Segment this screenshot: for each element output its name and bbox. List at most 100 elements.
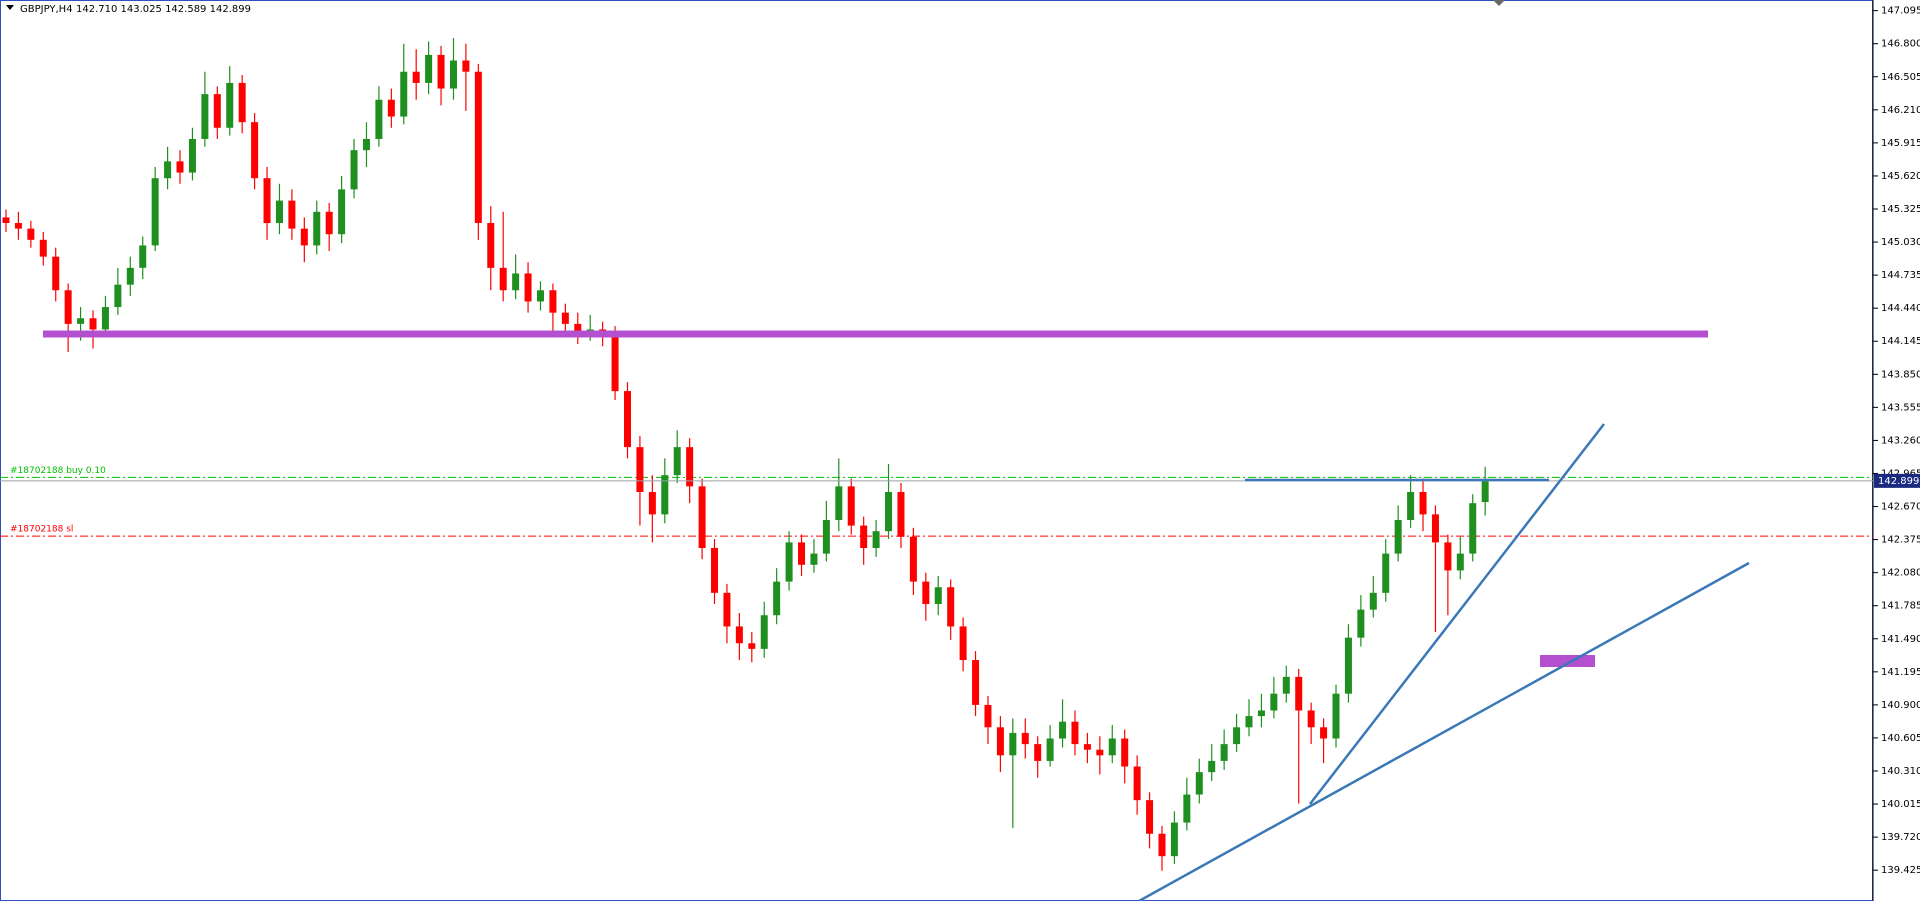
candle-body — [362, 138, 370, 151]
candle-body — [1083, 744, 1091, 750]
candle-body — [1021, 732, 1029, 745]
candle-body — [1295, 676, 1303, 711]
candle-body — [412, 71, 420, 83]
candle-body — [2, 217, 10, 224]
y-tick-label: 140.015 — [1881, 799, 1920, 810]
price-label: 142.899 — [1878, 476, 1919, 487]
candle-body — [1071, 721, 1079, 745]
trend-line — [1138, 561, 1750, 901]
candle-body — [1046, 738, 1054, 761]
candle-body — [375, 99, 383, 139]
y-tick-label: 140.900 — [1881, 700, 1920, 711]
candle-body — [723, 592, 731, 627]
candle-body — [1394, 519, 1402, 554]
candle-body — [561, 312, 569, 324]
price-label-box — [1874, 473, 1920, 488]
candle-body — [275, 200, 283, 224]
candle-body — [164, 161, 172, 179]
candle-body — [263, 178, 271, 224]
y-tick-label: 140.605 — [1881, 733, 1920, 744]
candle-body — [437, 54, 445, 89]
candle-body — [1431, 514, 1439, 543]
y-tick-label: 143.260 — [1881, 435, 1920, 446]
candle-body — [922, 581, 930, 605]
candle-body — [89, 318, 97, 330]
candle-body — [872, 531, 880, 548]
candle-body — [487, 223, 495, 268]
y-tick-label: 139.425 — [1881, 865, 1920, 876]
y-tick-label: 145.325 — [1881, 204, 1920, 215]
y-tick-label: 144.145 — [1881, 336, 1920, 347]
candle-body — [673, 447, 681, 476]
candle-body — [798, 542, 806, 565]
candle-body — [1369, 592, 1377, 610]
y-tick-label: 143.850 — [1881, 369, 1920, 380]
candle-body — [773, 581, 781, 616]
candle-body — [611, 335, 619, 392]
y-tick-label: 143.555 — [1881, 402, 1920, 413]
candle-body — [77, 318, 85, 324]
y-tick-label: 144.735 — [1881, 270, 1920, 281]
trend-line — [1309, 423, 1605, 805]
candle-body — [574, 323, 582, 336]
candle-body — [860, 525, 868, 548]
candle-body — [226, 82, 234, 128]
candle-body — [64, 290, 72, 324]
candle-body — [1320, 727, 1328, 739]
candle-body — [1133, 766, 1141, 801]
candle-body — [760, 615, 768, 649]
candle-body — [512, 273, 520, 291]
candle-body — [686, 447, 694, 487]
candle-body — [959, 626, 967, 661]
candle-body — [1170, 822, 1178, 857]
candle-body — [1344, 637, 1352, 694]
y-tick-label: 139.720 — [1881, 832, 1920, 843]
candle-body — [151, 178, 159, 246]
candle-body — [524, 273, 532, 302]
candle-body — [1469, 503, 1477, 554]
candle-body — [996, 727, 1004, 756]
candle-body — [1382, 553, 1390, 593]
candle-body — [1146, 800, 1154, 834]
candle-body — [661, 475, 669, 515]
y-tick-label: 141.785 — [1881, 601, 1920, 612]
y-tick-label: 147.095 — [1881, 6, 1920, 17]
title-arrow — [6, 5, 14, 10]
candle-body — [400, 71, 408, 117]
candle-body — [636, 447, 644, 492]
order-label: #18702188 sl — [10, 525, 73, 535]
candle-body — [101, 307, 109, 330]
candle-body — [1158, 833, 1166, 857]
chart-title: GBPJPY,H4 — [20, 4, 73, 15]
candle-body — [711, 547, 719, 593]
candle-body — [338, 189, 346, 235]
candle-body — [14, 223, 22, 229]
candle-body — [188, 138, 196, 173]
order-label: #18702188 buy 0.10 — [10, 466, 106, 476]
candle-body — [1332, 693, 1340, 739]
candle-body — [1481, 480, 1489, 503]
candle-body — [288, 200, 296, 229]
plot-frame — [0, 0, 1873, 901]
candle-body — [139, 245, 147, 268]
candle-body — [972, 660, 980, 705]
candle-body — [947, 587, 955, 627]
candle-body — [176, 161, 184, 173]
candle-body — [474, 71, 482, 224]
candle-body — [1059, 721, 1067, 739]
y-tick-label: 144.440 — [1881, 303, 1920, 314]
candle-body — [1108, 738, 1116, 756]
y-tick-label: 142.080 — [1881, 568, 1920, 579]
chart-quote: 142.710 143.025 142.589 142.899 — [76, 4, 251, 15]
candle-body — [201, 94, 209, 139]
candle-body — [1456, 553, 1464, 571]
y-tick-label: 140.310 — [1881, 766, 1920, 777]
candle-body — [1195, 772, 1203, 795]
candle-body — [536, 290, 544, 302]
candle-body — [114, 284, 122, 308]
candle-body — [350, 150, 358, 190]
candle-body — [648, 491, 656, 515]
candle-body — [238, 82, 246, 123]
candle-body — [1121, 738, 1129, 767]
